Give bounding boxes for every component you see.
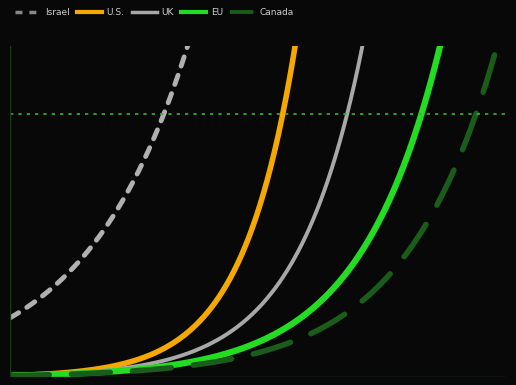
Legend: Israel, U.S., UK, EU, Canada: Israel, U.S., UK, EU, Canada [15, 8, 294, 17]
